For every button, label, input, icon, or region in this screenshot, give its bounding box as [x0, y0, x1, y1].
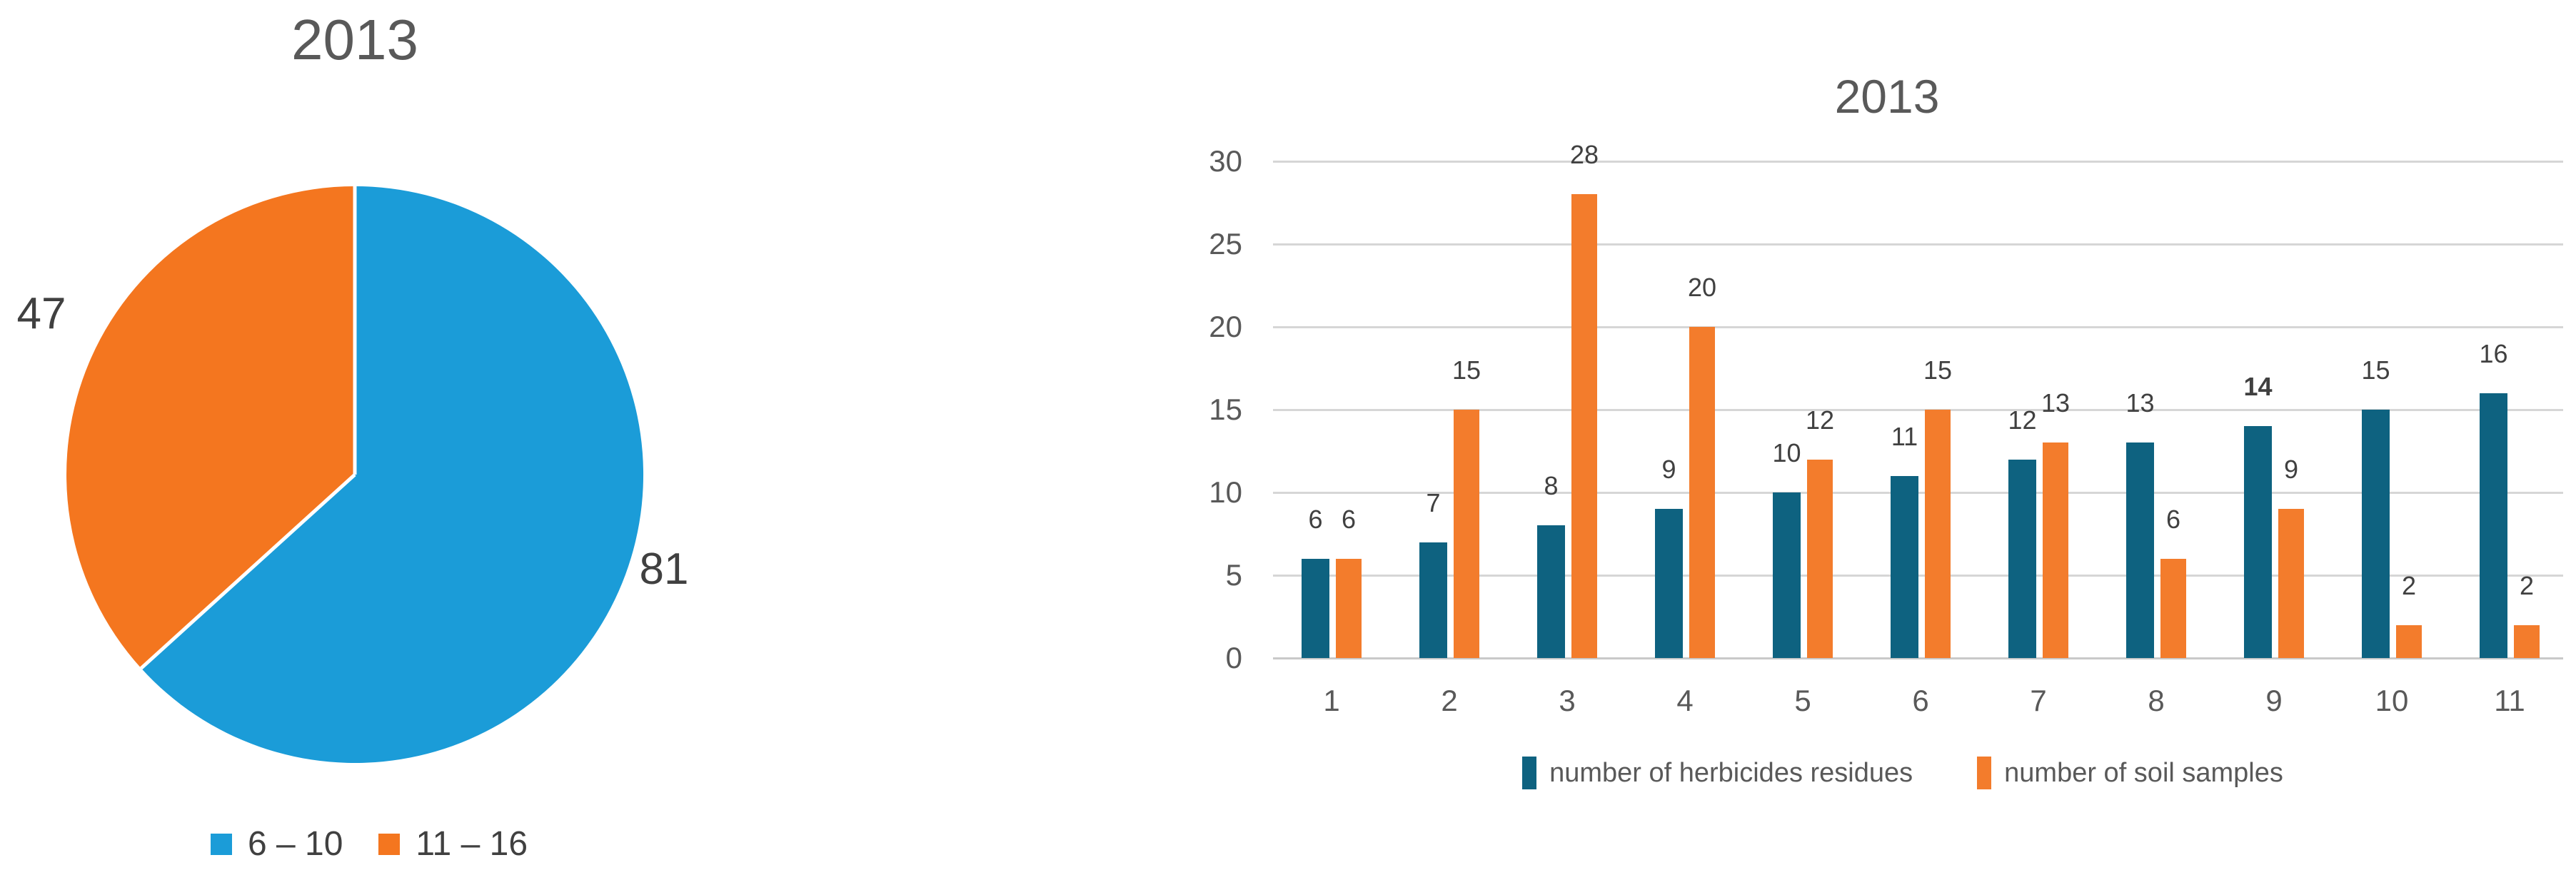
bar-series1-cat8: [2160, 558, 2186, 658]
x-axis-tick-label-4: 4: [1676, 684, 1694, 717]
bar-value-label-series1-cat9: 9: [2283, 455, 2299, 485]
y-axis-tick-label-30: 30: [1209, 144, 1242, 178]
bar-series0-cat3: [1537, 525, 1565, 658]
bar-series1-cat10: [2396, 624, 2422, 658]
y-axis-tick-label-10: 10: [1209, 475, 1242, 509]
bar-value-label-series1-cat8: 6: [2165, 504, 2181, 534]
x-axis-tick-label-1: 1: [1323, 684, 1340, 717]
bar-legend-swatch-icon-0: [1522, 757, 1537, 789]
bar-series0-cat10: [2362, 410, 2390, 658]
bar-value-label-series0-cat10: 15: [2361, 355, 2390, 385]
gridline-y-15: [1273, 408, 2563, 411]
bar-value-label-series1-cat4: 20: [1687, 273, 1717, 302]
pie-chart: [0, 0, 738, 880]
bar-value-label-series0-cat3: 8: [1544, 471, 1559, 501]
bar-series1-cat5: [1807, 459, 1833, 658]
x-axis-tick-label-7: 7: [2030, 684, 2047, 717]
bar-series1-cat4: [1689, 327, 1715, 658]
pie-value-label-0: 81: [639, 545, 689, 594]
gridline-y-25: [1273, 243, 2563, 246]
bar-chart-title: 2013: [1834, 70, 1940, 123]
bar-series1-cat1: [1336, 558, 1362, 658]
y-axis-tick-label-15: 15: [1209, 393, 1242, 426]
bar-value-label-series1-cat2: 15: [1451, 355, 1481, 385]
x-axis-tick-label-9: 9: [2265, 684, 2283, 717]
bar-series0-cat7: [2008, 459, 2036, 658]
bar-value-label-series1-cat3: 28: [1569, 140, 1599, 170]
x-axis-tick-label-10: 10: [2375, 684, 2409, 717]
pie-legend: 6 – 10 11 – 16: [0, 819, 738, 869]
x-axis-tick-label-5: 5: [1794, 684, 1811, 717]
bar-series0-cat6: [1891, 475, 1918, 658]
y-axis-tick-label-20: 20: [1209, 310, 1242, 343]
x-axis-tick-label-6: 6: [1912, 684, 1929, 717]
bar-series0-cat5: [1773, 492, 1801, 658]
bar-series0-cat4: [1655, 509, 1683, 658]
pie-slice-1: [66, 186, 356, 669]
bar-value-label-series0-cat1: 6: [1308, 504, 1323, 534]
bar-series1-cat2: [1454, 410, 1479, 658]
pie-legend-swatch-icon-0: [210, 834, 232, 855]
bar-legend-item-1: number of soil samples: [1977, 757, 2283, 789]
gridline-y-20: [1273, 325, 2563, 328]
bar-series0-cat11: [2480, 393, 2507, 658]
x-axis-tick-label-2: 2: [1441, 684, 1458, 717]
y-axis-tick-label-25: 25: [1209, 227, 1242, 261]
gridline-y-30: [1273, 160, 2563, 163]
bar-value-label-series1-cat11: 2: [2519, 570, 2535, 600]
bar-legend: number of herbicides residues number of s…: [1242, 751, 2563, 795]
bar-series0-cat2: [1419, 542, 1447, 658]
bar-legend-label-1: number of soil samples: [2004, 758, 2283, 788]
y-axis-tick-label-0: 0: [1225, 641, 1242, 674]
bar-value-label-series0-cat7: 12: [2008, 405, 2037, 435]
bar-value-label-series1-cat1: 6: [1341, 504, 1357, 534]
bar-value-label-series0-cat2: 7: [1426, 487, 1441, 517]
pie-value-label-1: 47: [16, 289, 66, 338]
bar-series1-cat9: [2278, 509, 2304, 658]
bar-legend-item-0: number of herbicides residues: [1522, 757, 1913, 789]
bar-value-label-series1-cat7: 13: [2041, 388, 2071, 418]
x-axis-tick-label-3: 3: [1559, 684, 1576, 717]
pie-legend-label-0: 6 – 10: [247, 825, 343, 863]
pie-chart-title: 2013: [291, 8, 418, 71]
bar-legend-swatch-icon-1: [1977, 757, 1992, 789]
pie-slice-0: [141, 186, 644, 763]
bar-value-label-series0-cat5: 10: [1772, 438, 1801, 467]
bar-series0-cat9: [2244, 426, 2272, 658]
bar-series1-cat7: [2043, 442, 2068, 658]
bar-value-label-series0-cat9: 14: [2243, 372, 2273, 402]
pie-legend-item-1: 11 – 16: [378, 826, 528, 863]
bar-value-label-series0-cat8: 13: [2125, 388, 2155, 418]
x-axis-tick-label-8: 8: [2148, 684, 2165, 717]
bar-value-label-series0-cat6: 11: [1891, 421, 1918, 451]
bar-series1-cat3: [1571, 194, 1597, 658]
bar-series0-cat8: [2126, 442, 2154, 658]
bar-series1-cat11: [2514, 624, 2540, 658]
y-axis-tick-label-5: 5: [1225, 558, 1242, 592]
pie-legend-label-1: 11 – 16: [416, 825, 528, 863]
bar-value-label-series1-cat5: 12: [1805, 405, 1835, 435]
pie-svg: [66, 186, 644, 763]
bar-series1-cat6: [1925, 410, 1951, 658]
bar-legend-label-0: number of herbicides residues: [1549, 758, 1913, 788]
gridline-y-0: [1273, 657, 2563, 659]
bar-value-label-series1-cat10: 2: [2401, 570, 2417, 600]
bar-series0-cat1: [1302, 558, 1329, 658]
bar-value-label-series1-cat6: 15: [1923, 355, 1953, 385]
pie-legend-swatch-icon-1: [378, 834, 401, 855]
bar-value-label-series0-cat4: 9: [1661, 455, 1676, 485]
x-axis-tick-label-11: 11: [2494, 684, 2525, 717]
pie-slice-separator-1: [140, 473, 356, 670]
bar-value-label-series0-cat11: 16: [2479, 338, 2508, 368]
pie-legend-item-0: 6 – 10: [210, 825, 343, 863]
